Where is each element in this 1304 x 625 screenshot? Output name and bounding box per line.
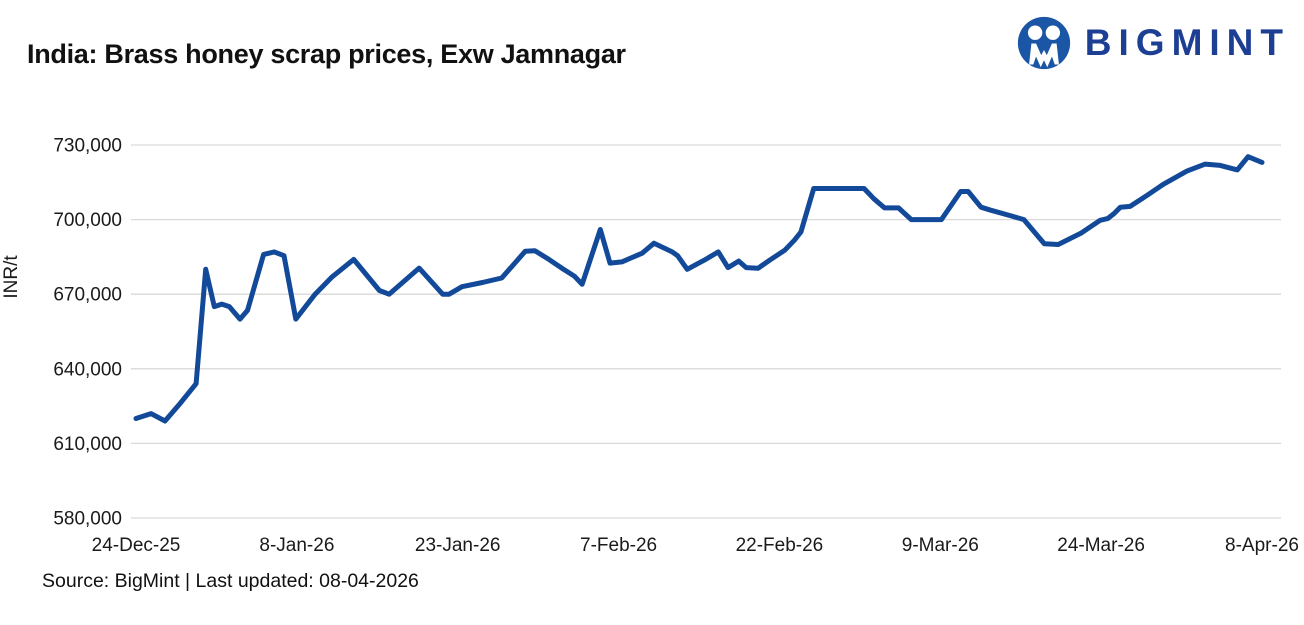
brand-logo: BIGMINT bbox=[1016, 14, 1290, 72]
bigmint-logo-icon bbox=[1017, 16, 1070, 70]
y-axis-title: INR/t bbox=[1, 255, 22, 299]
x-tick-label: 9-Mar-26 bbox=[902, 535, 979, 556]
x-tick-label: 22-Feb-26 bbox=[736, 535, 824, 556]
x-tick-label: 24-Dec-25 bbox=[92, 535, 181, 556]
y-tick-label: 700,000 bbox=[53, 210, 122, 231]
x-tick-label: 23-Jan-26 bbox=[415, 535, 501, 556]
source-note: Source: BigMint | Last updated: 08-04-20… bbox=[42, 570, 419, 592]
x-tick-label: 7-Feb-26 bbox=[580, 535, 657, 556]
page-title: India: Brass honey scrap prices, Exw Jam… bbox=[27, 39, 626, 69]
x-tick-label: 8-Apr-26 bbox=[1225, 535, 1299, 556]
brand-name: BIGMINT bbox=[1084, 22, 1290, 63]
y-tick-label: 640,000 bbox=[53, 359, 122, 380]
y-tick-label: 670,000 bbox=[53, 285, 122, 306]
x-tick-label: 24-Mar-26 bbox=[1057, 535, 1145, 556]
x-tick-label: 8-Jan-26 bbox=[259, 535, 334, 556]
y-tick-label: 610,000 bbox=[53, 434, 122, 455]
y-tick-label: 730,000 bbox=[53, 136, 122, 157]
y-tick-label: 580,000 bbox=[53, 509, 122, 530]
price-line-series bbox=[133, 154, 1265, 424]
